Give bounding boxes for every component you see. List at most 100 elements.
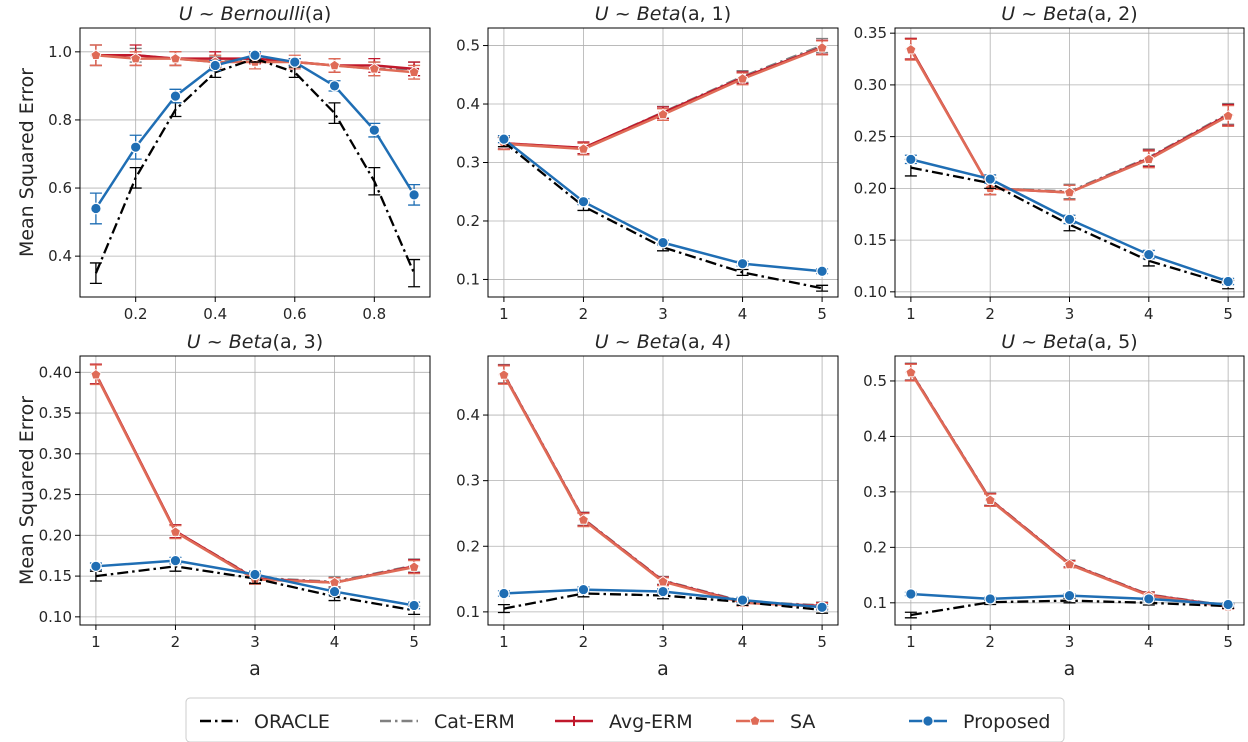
axes-frame [894, 27, 1245, 298]
data-point [1143, 153, 1155, 165]
data-point [209, 59, 222, 72]
x-axis-label: a [657, 658, 669, 680]
panel-2: 1 2 3 4 5 0.1 0.2 0.3 0.4 0.5 U ~ Beta(a, 1) [456, 3, 839, 323]
data-point [984, 173, 996, 185]
y-tick-label: 0.4 [456, 406, 480, 424]
data-point [498, 133, 510, 145]
legend-label: Cat-ERM [434, 711, 515, 733]
series-line-oracle [910, 166, 1229, 286]
legend-marker [749, 715, 761, 726]
error-bar [408, 258, 421, 288]
y-tick-label: 0.2 [863, 538, 887, 556]
data-point [129, 141, 142, 153]
x-tick-label: 4 [330, 633, 340, 651]
y-tick-label: 0.10 [854, 283, 887, 301]
data-point [169, 52, 181, 64]
x-axis-label: a [1064, 658, 1076, 680]
data-point [90, 202, 102, 215]
y-tick-label: 0.4 [456, 95, 480, 113]
data-point [90, 560, 102, 573]
series-group [89, 363, 421, 616]
x-tick-label: 2 [579, 633, 589, 651]
data-point [736, 257, 749, 270]
data-point [905, 43, 917, 55]
data-point [1063, 589, 1076, 602]
y-tick-label: 0.3 [456, 154, 480, 172]
data-point [328, 80, 341, 92]
x-tick-label: 3 [250, 633, 260, 651]
legend-label: Proposed [963, 711, 1050, 733]
legend-label: SA [790, 711, 815, 733]
series-group [904, 37, 1235, 290]
data-point [368, 63, 380, 74]
y-tick-label: 0.30 [39, 445, 72, 463]
data-point [498, 587, 510, 600]
y-tick-label: 0.10 [39, 608, 72, 626]
panel-3: 1 2 3 4 5 0.10 0.15 0.20 0.25 0.30 0.35 U ~ Beta(a,… [854, 3, 1245, 323]
x-tick-label: 1 [91, 633, 101, 651]
data-point [736, 594, 749, 606]
data-point [169, 90, 182, 102]
series-group [497, 363, 829, 614]
y-tick-label: 0.3 [456, 472, 480, 490]
axes-frame [79, 27, 431, 298]
data-point [329, 59, 341, 71]
y-tick-label: 0.1 [863, 594, 887, 612]
y-tick-label: 0.25 [39, 486, 72, 504]
x-tick-label: 1 [499, 633, 509, 651]
x-tick-label: 5 [409, 633, 419, 651]
data-point [1222, 275, 1234, 288]
legend-item-oracle: ORACLE [200, 711, 330, 733]
panel-title: U ~ Beta(a, 4) [595, 331, 731, 353]
x-tick-label: 3 [1065, 305, 1075, 323]
panel-4: 1 2 3 4 5 0.10 0.15 0.20 0.25 0.30 0.35 0.40 U ~ Bet… [16, 331, 431, 680]
legend-item-cat-erm: Cat-ERM [380, 711, 515, 733]
y-tick-label: 0.35 [854, 24, 887, 42]
data-point [169, 554, 182, 567]
y-tick-label: 0.5 [456, 37, 480, 55]
data-point [737, 73, 749, 84]
panel-5: 1 2 3 4 5 0.1 0.2 0.3 0.4 U ~ Beta(a, 4) a [456, 331, 839, 680]
data-point [1222, 110, 1234, 121]
y-tick-label: 0.20 [854, 179, 887, 197]
panel-1: 0.2 0.4 0.6 0.8 0.4 0.6 0.8 1.0 U ~ Bernoulli(a)… [16, 3, 431, 323]
legend: ORACLE Cat-ERM Avg-ERM SA Proposed [185, 697, 1065, 742]
x-tick-label: 2 [171, 633, 181, 651]
error-bar [816, 284, 829, 292]
y-tick-label: 0.1 [456, 603, 480, 621]
data-point [130, 52, 142, 64]
x-tick-label: 5 [1223, 633, 1233, 651]
panel-title: U ~ Beta(a, 2) [1001, 3, 1137, 25]
legend-item-proposed: Proposed [909, 711, 1050, 733]
series-group [904, 362, 1235, 619]
y-tick-label: 0.35 [39, 404, 72, 422]
x-axis-label: a [249, 658, 261, 680]
x-tick-label: 0.4 [203, 305, 227, 323]
x-tick-label: 2 [579, 305, 589, 323]
series-line-oracle [94, 57, 416, 274]
data-point [90, 368, 102, 380]
axes-frame [894, 355, 1245, 626]
data-point [905, 588, 917, 600]
panel-title: U ~ Beta(a, 3) [187, 331, 323, 353]
panel-title: U ~ Bernoulli(a) [179, 3, 331, 25]
axes-frame [79, 355, 431, 626]
y-tick-label: 0.6 [48, 179, 72, 197]
y-axis-label: Mean Squared Error [16, 68, 38, 257]
data-point [1064, 186, 1075, 198]
axes-frame [487, 27, 839, 298]
panel-6: 1 2 3 4 5 0.1 0.2 0.3 0.4 0.5 U ~ Beta(a, 5) a [863, 331, 1245, 680]
x-tick-label: 0.2 [124, 305, 148, 323]
data-point [577, 583, 590, 596]
legend-item-sa: SA [736, 711, 815, 733]
x-tick-label: 3 [658, 633, 668, 651]
error-bar [328, 102, 341, 124]
y-tick-label: 0.5 [863, 372, 887, 390]
data-point [816, 42, 828, 53]
data-point [657, 585, 669, 598]
y-tick-label: 0.1 [456, 270, 480, 288]
series-line-oracle [503, 141, 823, 290]
x-tick-label: 4 [738, 633, 748, 651]
data-point [329, 576, 341, 588]
x-tick-label: 5 [817, 305, 827, 323]
